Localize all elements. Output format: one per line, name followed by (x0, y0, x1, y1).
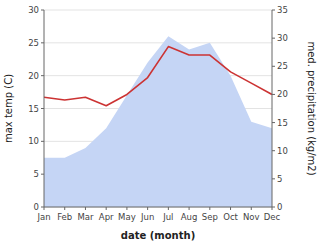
y-axis-label: max temp (C) (3, 74, 14, 143)
y-tick (41, 207, 44, 208)
x-axis-label: date (month) (121, 230, 195, 241)
x-tick-label: Aug (181, 212, 198, 222)
x-axis-line (44, 207, 272, 208)
y-tick (41, 174, 44, 175)
y2-tick (272, 207, 275, 208)
y2-tick (272, 178, 275, 179)
x-tick (209, 207, 210, 210)
y2-tick (272, 10, 275, 11)
y-tick (41, 108, 44, 109)
y-tick-label: 30 (28, 5, 39, 15)
grid-line (44, 10, 272, 11)
y2-tick (272, 94, 275, 95)
x-tick-label: Jun (140, 212, 154, 222)
y2-axis-line (272, 10, 273, 207)
y-tick-label: 15 (28, 104, 39, 114)
x-tick-label: Dec (264, 212, 281, 222)
y2-axis-label: med. precipitation (kg/m2) (306, 41, 317, 175)
y-tick-label: 5 (34, 169, 39, 179)
y2-tick-label: 35 (277, 5, 288, 15)
y2-tick-label: 20 (277, 89, 288, 99)
x-tick (147, 207, 148, 210)
line (44, 47, 272, 106)
y2-tick (272, 150, 275, 151)
y-tick-label: 10 (28, 136, 39, 146)
plot-area (44, 36, 272, 207)
y2-tick (272, 122, 275, 123)
x-tick (106, 207, 107, 210)
y-tick-label: 25 (28, 38, 39, 48)
x-tick-label: Sep (202, 212, 218, 222)
area (44, 36, 272, 207)
y2-tick-label: 30 (277, 33, 288, 43)
y2-tick-label: 10 (277, 146, 288, 156)
y2-tick (272, 38, 275, 39)
grid (44, 10, 272, 207)
axes: JanFebMarAprMayJunJulAugSepOctNovDec0510… (28, 5, 288, 222)
y2-tick-label: 15 (277, 118, 288, 128)
x-tick-label: Feb (57, 212, 72, 222)
x-tick-label: Jan (36, 212, 50, 222)
x-tick-label: Oct (223, 212, 238, 222)
y-tick-label: 0 (34, 202, 39, 212)
x-tick (230, 207, 231, 210)
y2-tick (272, 66, 275, 67)
x-tick (85, 207, 86, 210)
y2-tick-label: 25 (277, 61, 288, 71)
y-tick (41, 42, 44, 43)
x-tick-label: May (118, 212, 136, 222)
y-tick (41, 141, 44, 142)
y-tick (41, 75, 44, 76)
x-tick-label: Apr (99, 212, 114, 222)
x-tick (126, 207, 127, 210)
y-tick (41, 10, 44, 11)
grid-line (44, 42, 272, 43)
x-tick-label: Jul (162, 212, 173, 222)
x-tick (189, 207, 190, 210)
y-tick-label: 20 (28, 71, 39, 81)
x-tick (251, 207, 252, 210)
x-tick (168, 207, 169, 210)
y2-tick-label: 0 (277, 202, 282, 212)
x-tick (64, 207, 65, 210)
y2-tick-label: 5 (277, 174, 282, 184)
chart: JanFebMarAprMayJunJulAugSepOctNovDec0510… (0, 0, 318, 247)
x-tick-label: Mar (77, 212, 94, 222)
grid-line (44, 207, 272, 208)
x-tick-label: Nov (243, 212, 260, 222)
